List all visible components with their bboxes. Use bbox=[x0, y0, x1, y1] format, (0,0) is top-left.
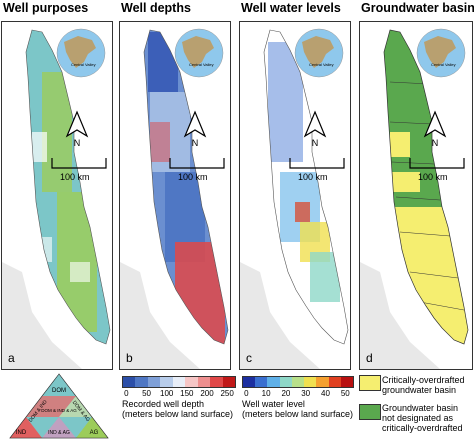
colorbar-tick-label: 30 bbox=[301, 389, 311, 398]
map-panel-a: Central Valley N 100 km a bbox=[1, 21, 113, 370]
valley-map-basins bbox=[360, 29, 469, 369]
panel-letter: b bbox=[126, 351, 133, 365]
globe-inset-d: Central Valley bbox=[416, 28, 466, 78]
panel-title-b: Well depths bbox=[121, 1, 191, 15]
basin-legend-label-2: Groundwater basin not designated as crit… bbox=[382, 403, 463, 433]
colorbar-segment bbox=[255, 377, 268, 387]
scale-bar bbox=[409, 158, 465, 169]
depth-ticks: 0 50 100 150 200 250 bbox=[123, 389, 235, 399]
svg-text:N: N bbox=[432, 138, 439, 148]
svg-text:N: N bbox=[192, 138, 199, 148]
colorbar-tick-label: 0 bbox=[124, 389, 129, 398]
colorbar-segment bbox=[160, 377, 173, 387]
colorbar-tick-label: 100 bbox=[159, 389, 174, 398]
colorbar-tick-label: 50 bbox=[340, 389, 350, 398]
north-arrow-icon: N bbox=[303, 110, 327, 148]
depth-caption: Recorded well depth (meters below land s… bbox=[122, 399, 234, 419]
panel-letter: c bbox=[246, 351, 252, 365]
colorbar-segment bbox=[328, 377, 341, 387]
colorbar-segment bbox=[135, 377, 148, 387]
svg-text:Central Valley: Central Valley bbox=[71, 62, 96, 67]
north-arrow-icon: N bbox=[183, 110, 207, 148]
north-arrow-icon: N bbox=[423, 110, 447, 148]
panel-title-a: Well purposes bbox=[3, 1, 89, 15]
colorbar-tick-label: 20 bbox=[281, 389, 291, 398]
colorbar-tick-label: 250 bbox=[220, 389, 234, 398]
svg-text:Central Valley: Central Valley bbox=[189, 62, 214, 67]
colorbar-segment bbox=[172, 377, 186, 387]
level-caption: Well water level (meters below land surf… bbox=[242, 399, 354, 419]
ternary-vertex-ag: AG bbox=[90, 430, 99, 436]
valley-map-purposes bbox=[2, 29, 111, 369]
svg-text:N: N bbox=[74, 138, 81, 148]
colorbar-segment bbox=[185, 377, 198, 387]
globe-inset-a: Central Valley bbox=[56, 28, 106, 78]
swatch-critically-overdrafted bbox=[359, 375, 381, 391]
svg-text:N: N bbox=[312, 138, 319, 148]
colorbar-segment bbox=[316, 377, 329, 387]
colorbar-segment bbox=[279, 377, 292, 387]
ternary-center: DOM & IND & AG bbox=[41, 408, 77, 413]
ternary-vertex-ind: IND bbox=[16, 430, 27, 436]
colorbar-tick-label: 10 bbox=[261, 389, 271, 398]
panel-title-d: Groundwater basins bbox=[361, 1, 474, 15]
colorbar-segment bbox=[267, 377, 280, 387]
map-panel-b: Central Valley N 100 km b bbox=[119, 21, 231, 370]
colorbar-tick-label: 50 bbox=[142, 389, 151, 398]
colorbar-segment bbox=[197, 377, 211, 387]
ternary-purpose-legend: DOM IND AG DOM & IND DOM & AG DOM & IND … bbox=[9, 373, 109, 439]
scale-bar bbox=[169, 158, 225, 169]
scale-label: 100 km bbox=[60, 172, 90, 182]
valley-map-depths bbox=[120, 29, 229, 369]
ternary-edge-ind-ag: IND & AG bbox=[48, 430, 70, 436]
colorbar-segment bbox=[243, 377, 256, 387]
scale-label: 100 km bbox=[298, 172, 328, 182]
scale-bar bbox=[51, 158, 107, 169]
map-panel-d: Central Valley N 100 km d bbox=[359, 21, 473, 370]
colorbar-segment bbox=[147, 377, 161, 387]
colorbar-segment bbox=[222, 377, 235, 387]
swatch-not-designated bbox=[359, 404, 381, 420]
valley-map-water-levels bbox=[240, 29, 349, 369]
globe-inset-c: Central Valley bbox=[294, 28, 344, 78]
north-arrow-icon: N bbox=[65, 110, 89, 148]
ternary-vertex-dom: DOM bbox=[52, 388, 66, 394]
scale-bar bbox=[289, 158, 345, 169]
colorbar-segment bbox=[210, 377, 223, 387]
colorbar-tick-label: 40 bbox=[321, 389, 330, 398]
colorbar-segment bbox=[291, 377, 305, 387]
colorbar-tick-label: 150 bbox=[180, 389, 194, 398]
svg-text:Central Valley: Central Valley bbox=[431, 62, 456, 67]
svg-text:Central Valley: Central Valley bbox=[309, 62, 334, 67]
colorbar-tick-label: 0 bbox=[244, 389, 249, 398]
colorbar-segment bbox=[304, 377, 317, 387]
colorbar-segment bbox=[340, 377, 353, 387]
scale-label: 100 km bbox=[418, 172, 448, 182]
panel-title-c: Well water levels bbox=[241, 1, 341, 15]
panel-letter: d bbox=[366, 351, 373, 365]
level-ticks: 0 10 20 30 40 50 bbox=[243, 389, 353, 399]
basin-legend-label-1: Critically-overdrafted groundwater basin bbox=[382, 375, 465, 395]
globe-inset-b: Central Valley bbox=[174, 28, 224, 78]
colorbar-tick-label: 200 bbox=[200, 389, 214, 398]
scale-label: 100 km bbox=[178, 172, 208, 182]
level-colorbar bbox=[242, 376, 354, 388]
map-panel-c: Central Valley N 100 km c bbox=[239, 21, 351, 370]
colorbar-segment bbox=[123, 377, 136, 387]
depth-colorbar bbox=[122, 376, 236, 388]
panel-letter: a bbox=[8, 351, 15, 365]
